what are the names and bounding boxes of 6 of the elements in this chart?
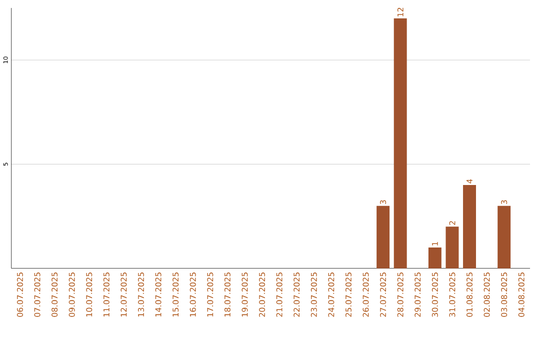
bar [498, 206, 511, 268]
bar [446, 226, 459, 268]
bar [428, 247, 442, 268]
bar [463, 184, 476, 268]
bar [394, 18, 407, 268]
bar [376, 206, 390, 268]
